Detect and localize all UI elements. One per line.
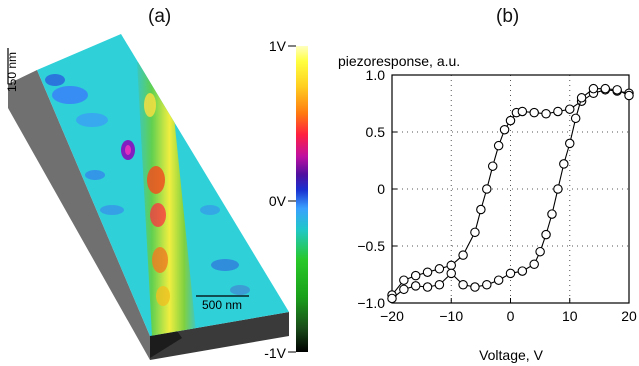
series-2-point <box>570 113 581 124</box>
series-1-point <box>470 227 480 238</box>
colorbar-top-label: 1V <box>269 38 287 54</box>
series-2-point <box>547 209 557 219</box>
x-tick-label: 10 <box>562 308 578 324</box>
colorbar-mid-label: 0V <box>269 193 287 209</box>
series-1-point <box>422 267 433 277</box>
series-1-point <box>499 124 510 135</box>
y-tick-label: −1.0 <box>357 295 385 311</box>
series-2-point <box>482 280 492 290</box>
series-2-point <box>535 246 545 257</box>
axis-ticks: −20 −10 0 10 20 −1.0 −0.5 0 0.5 1.0 <box>357 67 637 324</box>
series-1-point <box>482 184 492 194</box>
series-2-point <box>576 93 587 103</box>
series-1-point <box>505 115 516 126</box>
x-tick-label: −10 <box>439 308 463 324</box>
series-1-point <box>564 104 575 114</box>
afm-ridge-hotspot <box>152 247 168 273</box>
series-2-point <box>422 282 433 292</box>
series-1-point <box>458 250 468 260</box>
afm-left-wall <box>8 70 150 360</box>
series-1-point <box>446 260 456 271</box>
series-2-point <box>470 282 480 292</box>
series-2-point <box>410 281 421 291</box>
panel-a-label: (a) <box>148 6 172 27</box>
afm-front-wall <box>150 312 289 360</box>
afm-ridge-hotspot <box>144 93 156 117</box>
series-2-point <box>588 83 599 94</box>
series-1-point <box>529 107 539 118</box>
height-scale-label: 150 nm <box>5 52 19 92</box>
y-axis-label: piezoresponse, a.u. <box>338 53 460 69</box>
series-1-point <box>476 204 486 215</box>
afm-ridge-hotspot <box>156 286 170 306</box>
afm-blue-domain <box>200 205 220 215</box>
series-2-point <box>541 229 551 240</box>
afm-blue-domain <box>230 285 250 295</box>
series-2-point <box>434 280 445 290</box>
afm-ridge-hotspot <box>147 166 165 194</box>
series-2-point <box>529 259 539 269</box>
series-1-point <box>487 161 498 171</box>
series-1-point <box>517 106 528 117</box>
afm-ridge <box>137 58 196 336</box>
series-2-point <box>458 280 468 290</box>
x-tick-label: 0 <box>507 308 515 324</box>
series-2-point <box>446 268 456 279</box>
series-2-point <box>399 284 409 295</box>
afm-blue-domain <box>76 113 108 127</box>
series-1-point <box>399 275 409 285</box>
panel-b-label: (b) <box>496 6 520 27</box>
series-2-point <box>493 275 504 285</box>
afm-blue-domain <box>52 86 88 104</box>
series-2-point <box>564 138 575 149</box>
afm-blue-domain <box>45 74 65 86</box>
x-axis-label: Voltage, V <box>479 347 543 363</box>
series-1-point <box>410 270 421 281</box>
series-1-point <box>553 106 563 117</box>
series-1-point <box>493 140 504 151</box>
y-tick-label: 0 <box>377 181 385 197</box>
series-2-point <box>624 90 634 101</box>
y-tick-label: −0.5 <box>357 238 385 254</box>
afm-blue-domain <box>85 170 105 180</box>
series-2-point <box>505 268 516 279</box>
data-series <box>387 83 634 304</box>
y-tick-label: 0.5 <box>366 124 386 140</box>
length-scale-label: 500 nm <box>202 298 242 312</box>
series-1-point <box>541 109 551 119</box>
x-tick-label: 20 <box>621 308 637 324</box>
series-1-point <box>434 264 445 274</box>
x-tick-label: −20 <box>380 308 404 324</box>
afm-blue-domain <box>211 259 239 271</box>
afm-ridge-hotspot <box>150 203 166 227</box>
series-2-point <box>387 293 397 304</box>
series-2-point <box>553 184 563 194</box>
series-2-point <box>559 159 569 169</box>
afm-magenta-spot <box>125 145 131 155</box>
series-2-point <box>600 83 611 94</box>
colorbar <box>296 46 308 352</box>
colorbar-bottom-label: -1V <box>264 345 286 361</box>
y-tick-label: 1.0 <box>366 67 386 83</box>
series-2-point <box>612 85 622 95</box>
afm-blue-domain <box>100 205 124 215</box>
afm-image: 150 nm 500 nm 1V 0V -1V <box>5 34 308 361</box>
series-2-point <box>517 266 528 276</box>
